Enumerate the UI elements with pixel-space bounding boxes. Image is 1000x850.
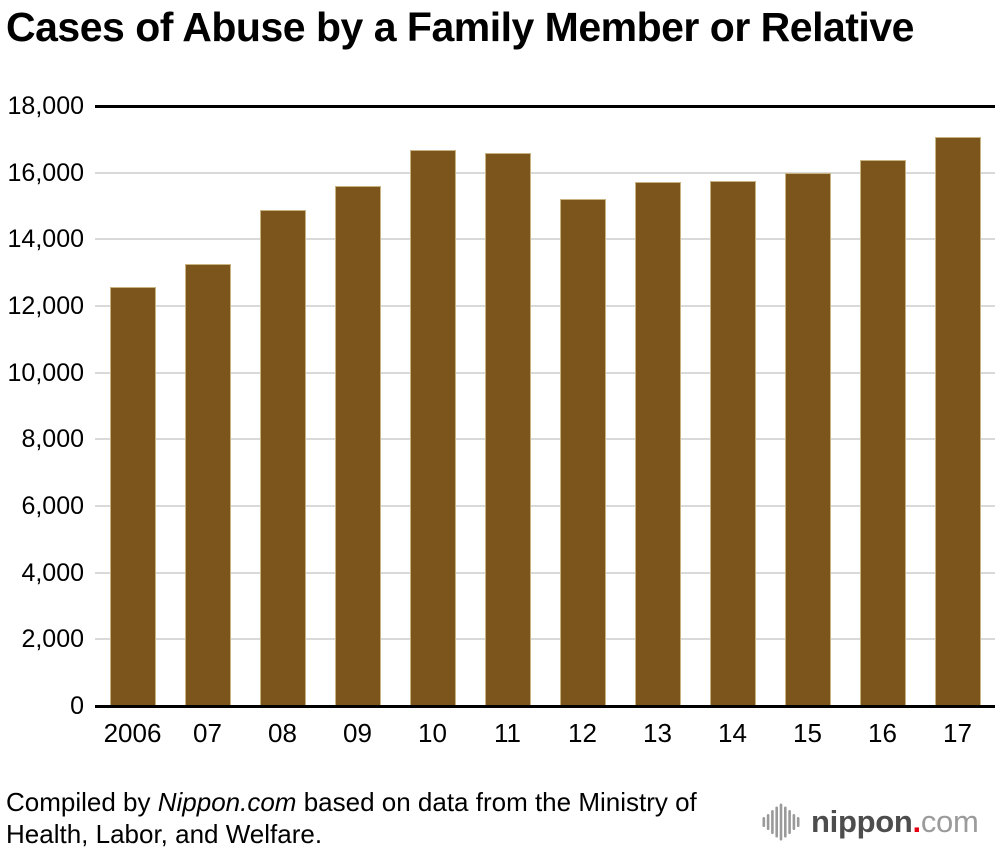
- bar-10: [409, 150, 456, 706]
- logo-dot: .: [912, 804, 922, 839]
- y-tick-label-8000: 8,000: [21, 425, 84, 454]
- bar-13: [634, 181, 681, 706]
- x-tick-label-10: 10: [418, 718, 447, 748]
- x-tick-label-17: 17: [943, 718, 972, 748]
- source-note-publisher: Nippon.com: [157, 787, 297, 817]
- bar-17: [934, 136, 981, 706]
- source-note-prefix: Compiled by: [6, 787, 158, 817]
- gridline-14000: [95, 238, 995, 241]
- nippon-logo-text: nippon.com: [811, 800, 979, 844]
- bar-14: [709, 181, 756, 706]
- bar-16: [859, 159, 906, 706]
- bar-11: [484, 152, 531, 706]
- top-gridline: [95, 104, 995, 108]
- x-tick-label-11: 11: [494, 718, 521, 748]
- x-tick-label-09: 09: [343, 718, 372, 748]
- gridline-16000: [95, 171, 995, 174]
- x-tick-label-15: 15: [793, 718, 822, 748]
- gridline-8000: [95, 438, 995, 441]
- x-tick-label-14: 14: [718, 718, 747, 748]
- bar-08: [259, 209, 306, 706]
- y-tick-label-6000: 6,000: [21, 492, 84, 520]
- bar-2006: [109, 287, 156, 706]
- x-tick-label-2006: 2006: [103, 718, 162, 748]
- bar-15: [784, 173, 831, 706]
- gridline-12000: [95, 305, 995, 307]
- y-tick-label-0: 0: [70, 692, 84, 720]
- y-tick-label-16000: 16,000: [7, 158, 84, 187]
- plot-area: [95, 104, 995, 708]
- x-tick-label-08: 08: [268, 718, 297, 748]
- y-tick-label-18000: 18,000: [7, 92, 84, 120]
- gridline-4000: [95, 571, 995, 574]
- gridline-6000: [95, 505, 995, 507]
- logo-tld: com: [920, 804, 979, 839]
- bar-09: [334, 185, 381, 706]
- x-tick-label-12: 12: [568, 718, 597, 748]
- chart-title: Cases of Abuse by a Family Member or Rel…: [6, 4, 914, 50]
- y-tick-label-12000: 12,000: [7, 292, 84, 320]
- nippon-soundwave-icon: [762, 803, 800, 841]
- y-tick-label-10000: 10,000: [7, 358, 84, 387]
- bar-12: [559, 199, 606, 706]
- x-axis-line: [95, 704, 995, 708]
- y-tick-label-14000: 14,000: [7, 225, 84, 254]
- x-tick-label-13: 13: [643, 718, 672, 748]
- x-tick-label-07: 07: [193, 718, 222, 748]
- nippon-logo: nippon.com: [762, 800, 979, 844]
- bar-07: [184, 263, 231, 706]
- gridline-2000: [95, 638, 995, 641]
- x-tick-label-16: 16: [868, 718, 897, 748]
- gridline-10000: [95, 371, 995, 374]
- y-tick-label-4000: 4,000: [21, 558, 84, 587]
- source-note: Compiled by Nippon.com based on data fro…: [6, 786, 748, 850]
- logo-name: nippon: [811, 804, 913, 839]
- source-note-suffix: based on data from the Ministry of Healt…: [6, 787, 697, 849]
- y-tick-label-2000: 2,000: [21, 625, 84, 654]
